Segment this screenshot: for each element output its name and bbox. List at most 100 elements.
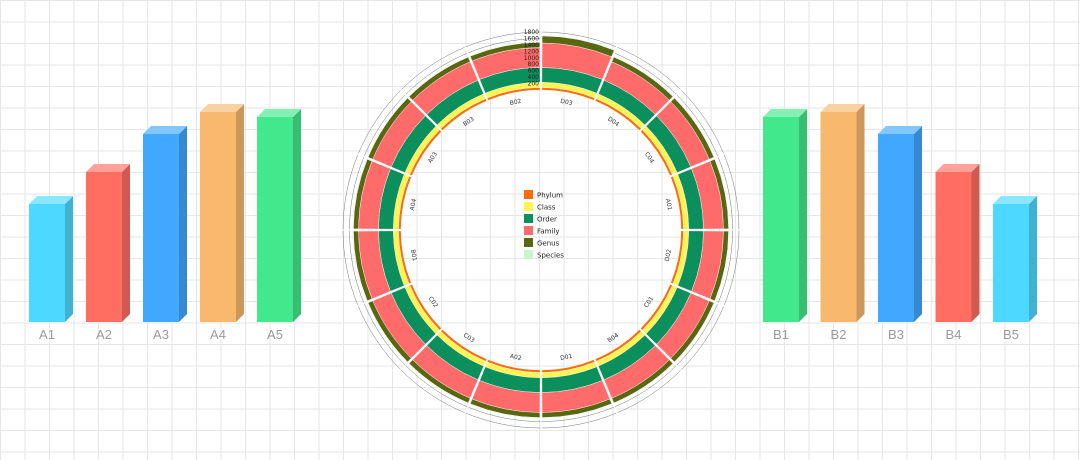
- radial-tick-label: 600: [528, 68, 540, 75]
- radial-category-label: D02: [664, 248, 673, 262]
- bar-b5-front: [993, 204, 1029, 322]
- radial-bar-c01: [640, 284, 715, 363]
- radial-tick-label: 1600: [524, 35, 539, 42]
- radial-segment-species: [408, 363, 469, 404]
- bar-a3-label: A3: [153, 327, 169, 342]
- bar-b5-side: [1029, 196, 1037, 322]
- bar-b4-top: [935, 164, 980, 172]
- bar-b2-top: [820, 104, 865, 112]
- legend-item-species: Species: [524, 250, 564, 260]
- bar-b5: [993, 196, 1037, 322]
- radial-category-label: C01: [643, 295, 655, 309]
- bar-b5-label: B5: [1003, 327, 1019, 342]
- bar-b3-top: [878, 126, 922, 134]
- legend-swatch: [524, 202, 533, 211]
- legend-swatch: [524, 226, 533, 235]
- bar-category-labels: A1 A2 A3 A4 A5 B1 B2 B3 B4 B5: [39, 327, 1019, 342]
- bar-b1-label: B1: [773, 327, 789, 342]
- radial-bar-c04: [640, 97, 715, 176]
- radial-tick-label: 1200: [524, 48, 539, 55]
- bar-a4: [200, 104, 244, 322]
- radial-segment-species: [674, 97, 715, 158]
- radial-tick-label: 800: [528, 61, 540, 68]
- bar-a2: [86, 164, 130, 322]
- radial-bars: [352, 35, 730, 419]
- radial-tick-label: 400: [528, 74, 540, 81]
- bar-b2-side: [856, 104, 865, 322]
- bar-b3: [878, 126, 922, 322]
- legend: Phylum Class Order Family Genus Species: [524, 190, 564, 260]
- radial-segment-species: [352, 158, 368, 230]
- radial-category-label: B01: [409, 249, 418, 262]
- radial-segment-species: [674, 302, 715, 363]
- radial-segment-species: [714, 158, 730, 230]
- left-bar-chart: [29, 104, 301, 322]
- bar-a2-top: [86, 164, 130, 172]
- bar-a1-label: A1: [39, 327, 55, 342]
- radial-separator: [668, 282, 727, 308]
- radial-separator: [355, 282, 414, 308]
- legend-swatch: [524, 238, 533, 247]
- bar-b4-side: [971, 164, 980, 322]
- legend-item-phylum: Phylum: [524, 190, 563, 200]
- legend-label: Order: [537, 216, 557, 224]
- bar-a1-side: [65, 196, 73, 322]
- radial-segment-species: [541, 403, 613, 419]
- radial-tick-label: 1000: [524, 55, 539, 62]
- radial-bar-d02: [670, 230, 730, 302]
- bar-a5: [257, 109, 301, 322]
- legend-item-order: Order: [524, 214, 557, 224]
- radial-bar-d04: [595, 56, 674, 131]
- bar-b3-side: [914, 126, 922, 322]
- radial-category-label: A02: [509, 353, 522, 362]
- bar-a2-label: A2: [96, 327, 112, 342]
- radial-separator: [463, 357, 489, 416]
- bar-b1-top: [763, 109, 807, 117]
- bar-b4-front: [935, 172, 972, 322]
- radial-tick-label: 200: [528, 81, 540, 88]
- radial-tick-label: 1400: [524, 42, 539, 49]
- radial-bar-b04: [595, 329, 674, 404]
- radial-segment-species: [541, 35, 615, 51]
- bar-a3: [143, 126, 187, 322]
- radial-bar-a04: [352, 158, 412, 230]
- radial-category-label: A03: [427, 151, 439, 165]
- radial-category-label: B04: [606, 332, 620, 344]
- radial-tick-label: 1800: [524, 29, 539, 36]
- radial-bar-b01: [352, 230, 412, 302]
- bar-b3-label: B3: [888, 327, 904, 342]
- bar-b2: [820, 104, 865, 322]
- radial-separator: [355, 152, 414, 178]
- bar-b3-front: [878, 134, 914, 322]
- radial-bar-a03: [367, 97, 442, 176]
- bar-a1-front: [29, 204, 65, 322]
- bar-a2-side: [122, 164, 130, 322]
- radial-segment-species: [613, 56, 674, 97]
- bar-b2-label: B2: [831, 327, 847, 342]
- bar-b5-top: [993, 196, 1037, 204]
- legend-item-family: Family: [524, 226, 560, 236]
- radial-segment-species: [469, 41, 541, 57]
- radial-category-label: D03: [560, 98, 574, 107]
- radial-category-label: D04: [606, 116, 620, 129]
- legend-label: Phylum: [537, 192, 563, 200]
- radial-bar-c03: [408, 329, 487, 404]
- radial-separator: [463, 44, 489, 103]
- bar-a4-side: [236, 104, 244, 322]
- radial-bar-c02: [367, 284, 442, 363]
- radial-separator: [638, 88, 683, 133]
- bar-b4: [935, 164, 980, 322]
- radial-separators: [341, 30, 741, 430]
- radial-category-label: C04: [643, 151, 655, 165]
- radial-bar-b03: [408, 56, 487, 131]
- bar-b4-label: B4: [946, 327, 962, 342]
- bar-b2-front: [820, 112, 857, 322]
- bar-a1: [29, 196, 73, 322]
- radial-category-label: A04: [409, 198, 418, 211]
- radial-segment-species: [367, 302, 408, 363]
- bar-a4-top: [200, 104, 244, 112]
- radial-separator: [668, 152, 727, 178]
- radial-category-label: B02: [509, 98, 522, 107]
